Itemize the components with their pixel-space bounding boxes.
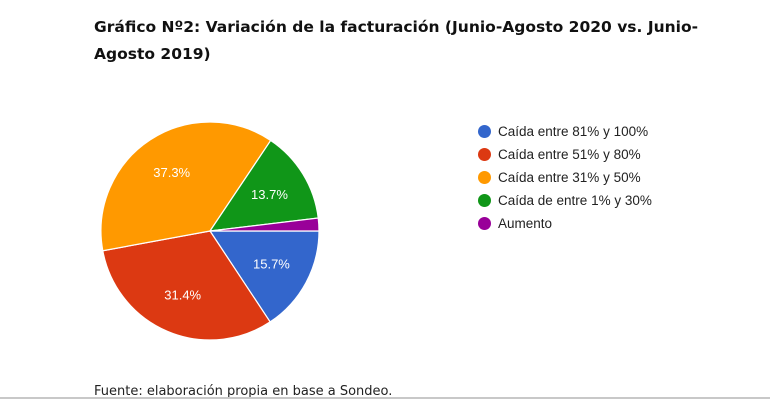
legend-item-3: Caída entre 31% y 50% — [478, 166, 652, 189]
legend-item-2: Caída entre 51% y 80% — [478, 143, 652, 166]
legend: Caída entre 81% y 100% Caída entre 51% y … — [478, 120, 652, 235]
slice-label-3: 37.3% — [153, 165, 190, 180]
legend-item-4: Caída de entre 1% y 30% — [478, 189, 652, 212]
pie-slice-4 — [208, 139, 319, 232]
legend-label: Caída de entre 1% y 30% — [498, 193, 652, 208]
pie-slice-3 — [100, 121, 272, 252]
legend-swatch — [478, 217, 491, 230]
legend-swatch — [478, 148, 491, 161]
slice-label-4: 13.7% — [251, 187, 288, 202]
pie-slice-2 — [102, 230, 271, 341]
legend-label: Caída entre 31% y 50% — [498, 170, 641, 185]
legend-item-1: Caída entre 81% y 100% — [478, 120, 652, 143]
legend-swatch — [478, 194, 491, 207]
pie-slice-5 — [209, 217, 320, 232]
legend-label: Aumento — [498, 216, 553, 231]
source-note: Fuente: elaboración propia en base a Son… — [94, 384, 393, 399]
chart-title: Gráfico Nº2: Variación de la facturación… — [94, 18, 699, 63]
legend-swatch — [478, 171, 491, 184]
legend-item-5: Aumento — [478, 212, 652, 235]
legend-swatch — [478, 125, 491, 138]
legend-label: Caída entre 51% y 80% — [498, 147, 641, 162]
slice-label-1: 15.7% — [253, 257, 290, 272]
pie-slice-1 — [208, 230, 320, 323]
page-divider — [0, 397, 770, 399]
legend-label: Caída entre 81% y 100% — [498, 124, 649, 139]
slice-label-2: 31.4% — [164, 288, 201, 303]
